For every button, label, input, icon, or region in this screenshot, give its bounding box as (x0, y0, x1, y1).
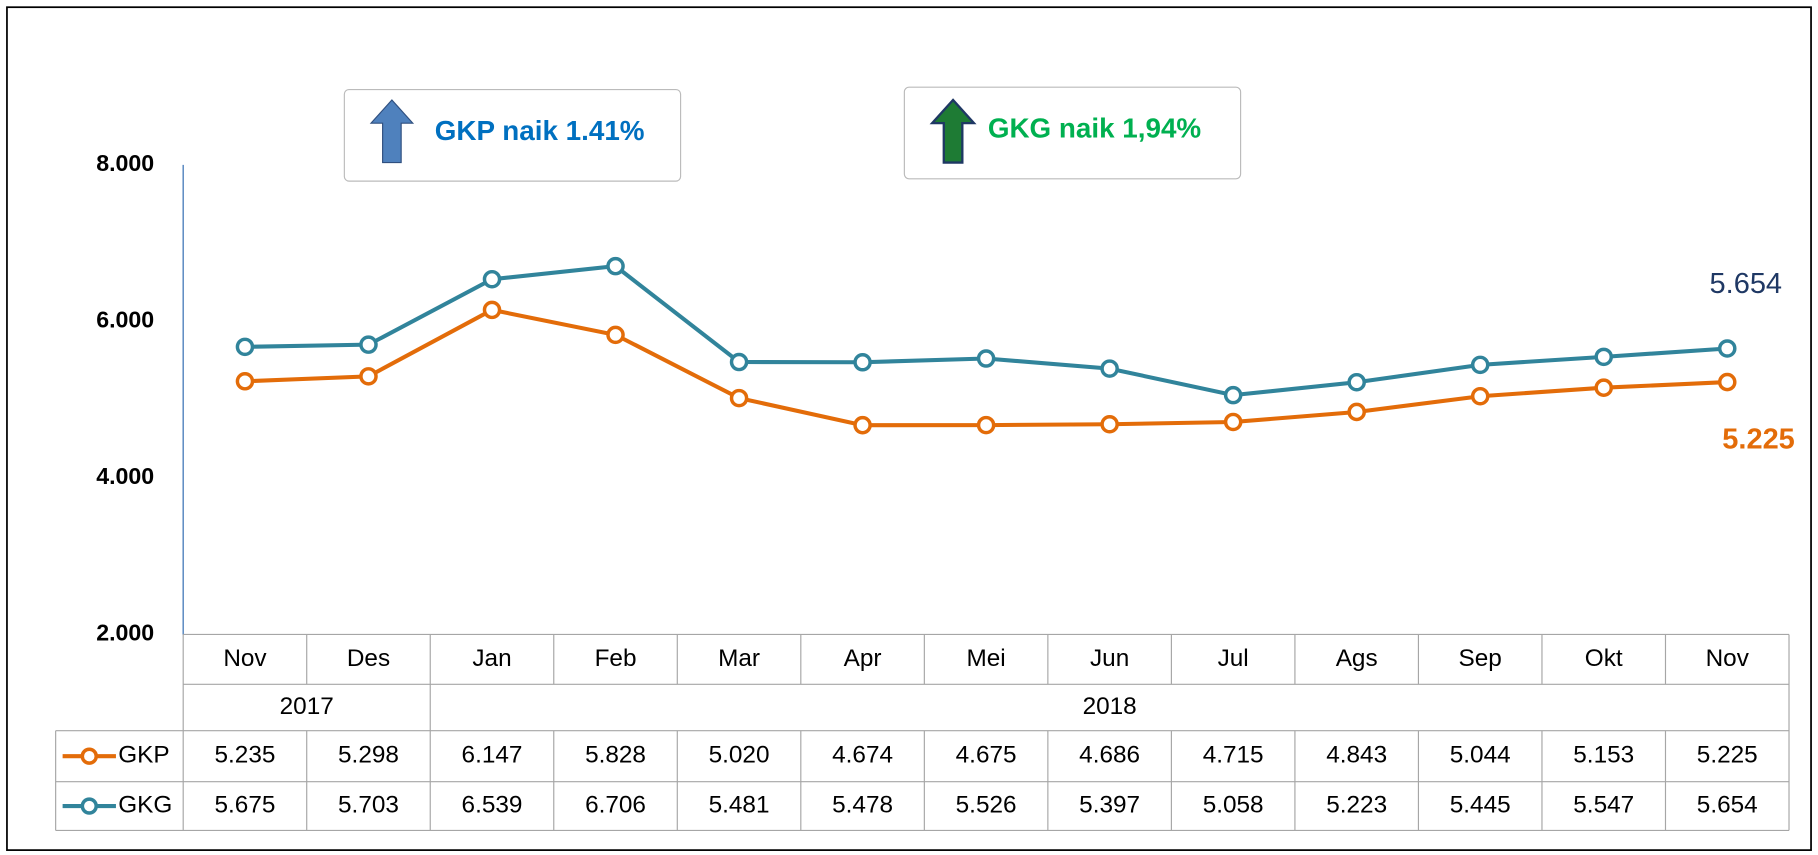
table-value: 6.539 (462, 791, 523, 818)
x-tick-label: Nov (1706, 645, 1750, 672)
legend-label: GKG (118, 791, 172, 818)
table-value: 5.153 (1573, 742, 1634, 769)
table-value: 5.828 (585, 742, 646, 769)
table-value: 5.478 (832, 791, 893, 818)
table-value: 4.715 (1203, 742, 1264, 769)
legend-marker (80, 797, 98, 815)
table-value: 5.445 (1450, 791, 1511, 818)
x-tick-label: Mar (718, 645, 760, 672)
table-value: 5.044 (1450, 742, 1511, 769)
data-point (1100, 414, 1119, 434)
x-tick-label: Ags (1336, 645, 1378, 672)
data-point (729, 352, 749, 372)
x-tick-label: Jul (1218, 645, 1249, 672)
data-point (853, 352, 872, 372)
end-label: 5.225 (1722, 423, 1795, 455)
data-point (1223, 412, 1243, 432)
table-value: 5.654 (1697, 791, 1758, 818)
data-point (606, 325, 625, 345)
x-tick-label: Jan (472, 645, 511, 672)
table-value: 5.526 (956, 791, 1017, 818)
y-tick-label: 2.000 (96, 620, 154, 646)
data-point (606, 256, 625, 276)
table-value: 5.225 (1697, 742, 1758, 769)
data-point (1470, 386, 1490, 406)
x-tick-label: Okt (1585, 645, 1623, 672)
data-point (976, 415, 996, 435)
table-value: 6.706 (585, 791, 646, 818)
x-tick-label: Mei (967, 645, 1006, 672)
end-label: 5.654 (1710, 268, 1783, 300)
table-value: 5.703 (338, 791, 399, 818)
table-value: 5.675 (215, 791, 276, 818)
table-value: 5.235 (215, 742, 276, 769)
annotation: GKG naik 1,94% (988, 112, 1201, 143)
table-value: 5.298 (338, 742, 399, 769)
data-point (482, 269, 502, 289)
annotation-box (903, 86, 1242, 180)
table-value: 4.675 (956, 742, 1017, 769)
arrow-icon (929, 98, 977, 164)
x-group-label: 2018 (1083, 693, 1137, 720)
table-value: 4.843 (1326, 742, 1387, 769)
data-point (1100, 359, 1119, 378)
data-point (235, 337, 255, 357)
y-tick-label: 6.000 (96, 307, 154, 333)
table-value: 5.397 (1079, 791, 1140, 818)
data-point (853, 415, 872, 435)
data-point (1594, 378, 1614, 397)
data-point (976, 349, 996, 368)
x-tick-label: Apr (844, 645, 882, 672)
x-tick-label: Nov (223, 645, 267, 672)
arrow-icon (369, 99, 415, 164)
data-point (235, 372, 255, 391)
legend-label: GKP (118, 742, 169, 769)
data-point (1347, 372, 1366, 392)
table-value: 5.481 (709, 791, 770, 818)
data-point (1470, 355, 1490, 375)
x-tick-label: Feb (595, 645, 637, 672)
data-point (482, 300, 502, 320)
data-point (1717, 339, 1737, 358)
data-point (1594, 347, 1614, 367)
table-value: 4.686 (1079, 742, 1140, 769)
annotation: GKP naik 1.41% (435, 115, 645, 146)
data-point (1717, 372, 1737, 392)
data-point (359, 367, 378, 386)
annotation-box (343, 88, 682, 182)
x-tick-label: Sep (1459, 645, 1502, 672)
x-tick-label: Des (347, 645, 390, 672)
data-point (359, 335, 378, 354)
y-tick-label: 8.000 (96, 150, 154, 176)
table-value: 5.058 (1203, 791, 1264, 818)
table-value: 5.020 (709, 742, 770, 769)
table-value: 5.547 (1573, 791, 1634, 818)
data-point (729, 388, 749, 408)
data-point (1223, 385, 1243, 405)
legend-marker (80, 747, 98, 765)
table-value: 4.674 (832, 742, 893, 769)
x-tick-label: Jun (1090, 645, 1129, 672)
data-point (1347, 402, 1366, 422)
x-group-label: 2017 (280, 693, 334, 720)
y-tick-label: 4.000 (96, 463, 154, 489)
table-value: 5.223 (1326, 791, 1387, 818)
table-value: 6.147 (462, 742, 523, 769)
